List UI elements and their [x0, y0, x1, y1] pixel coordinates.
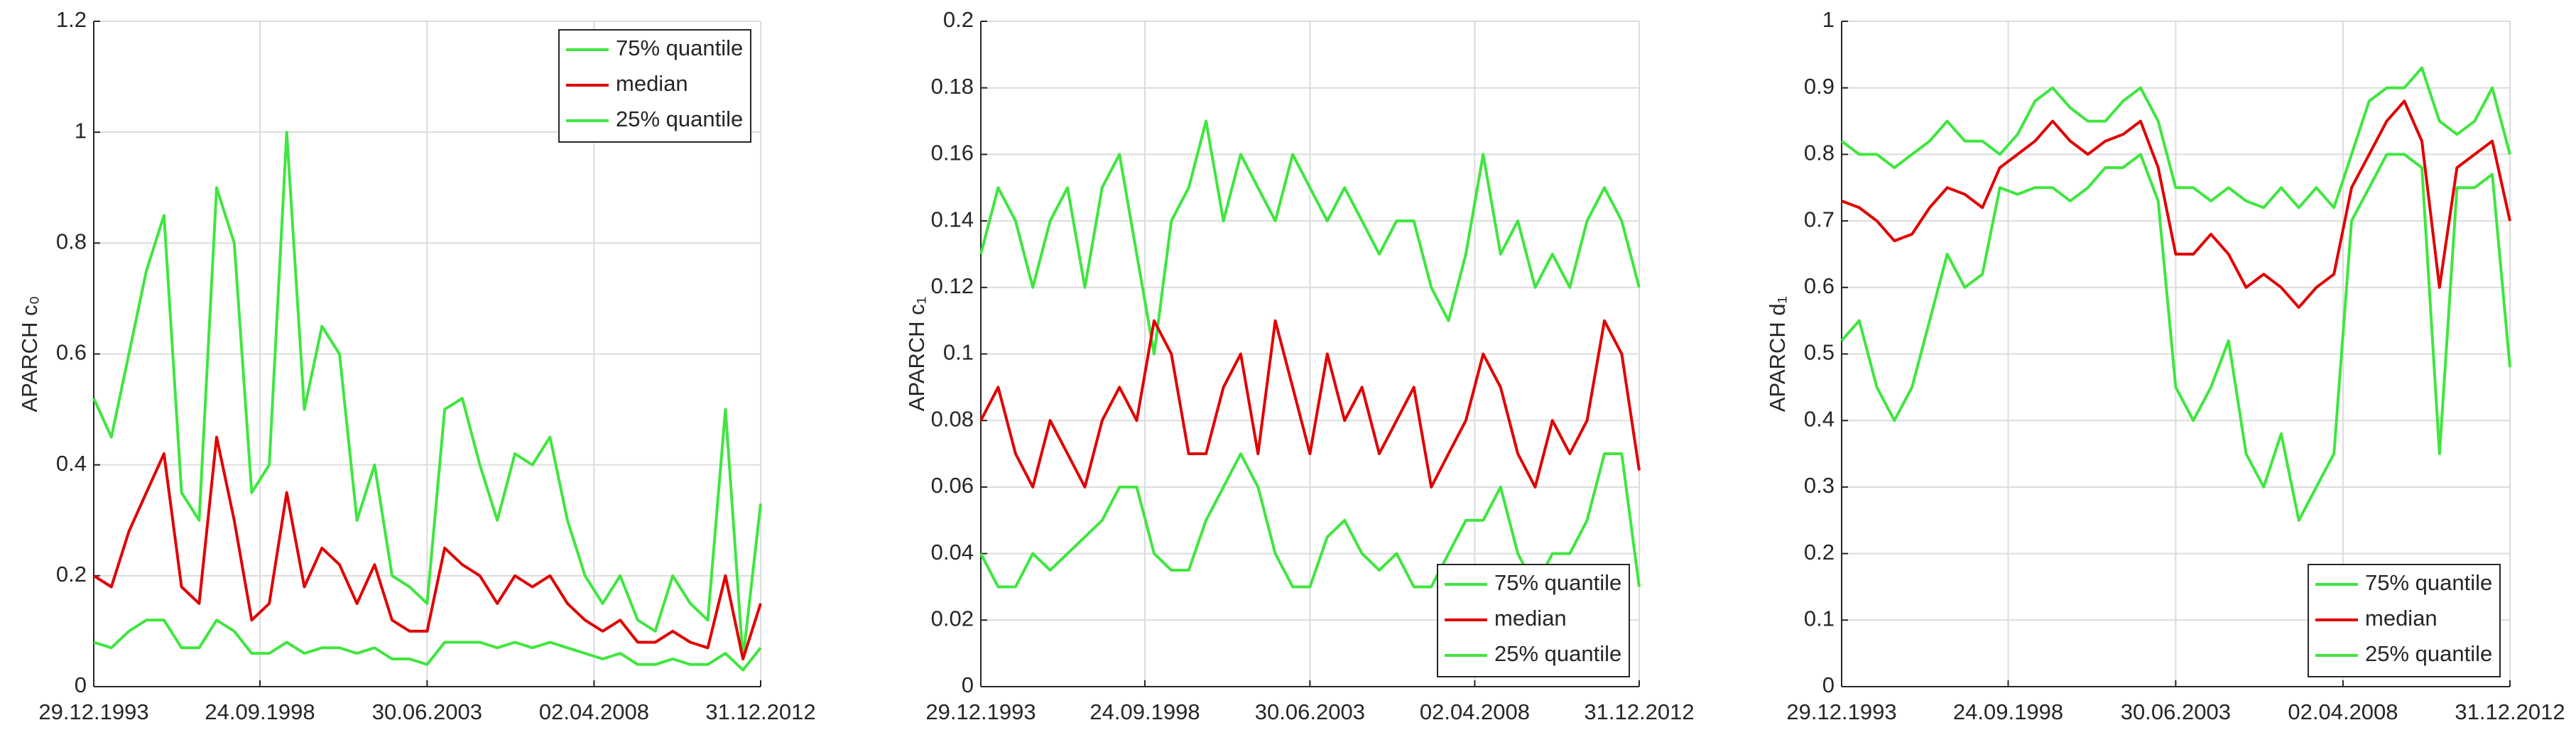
- y-tick-label: 0.1: [1804, 606, 1835, 631]
- y-tick-label: 0.08: [931, 406, 974, 431]
- legend-label: median: [2365, 606, 2438, 631]
- y-tick-label: 0: [75, 672, 87, 697]
- legend-label: 25% quantile: [616, 107, 743, 131]
- y-tick-label: 0.5: [1804, 340, 1835, 365]
- y-tick-label: 1: [1822, 7, 1835, 32]
- legend-label: 25% quantile: [1494, 641, 1621, 666]
- y-tick-label: 0: [962, 672, 974, 697]
- y-tick-label: 0.12: [931, 273, 974, 298]
- y-tick-label: 0.6: [1804, 273, 1835, 298]
- y-tick-label: 0.16: [931, 141, 974, 165]
- x-tick-label: 02.04.2008: [539, 699, 649, 724]
- series-line: [979, 119, 1641, 356]
- x-tick-label: 24.09.1998: [205, 699, 315, 724]
- x-tick-label: 24.09.1998: [1089, 699, 1200, 724]
- y-tick-label: 0.06: [931, 473, 974, 498]
- y-tick-label: 0.4: [56, 451, 87, 476]
- x-tick-label: 30.06.2003: [372, 699, 482, 724]
- y-tick-label: 0.14: [931, 207, 974, 231]
- legend: 75% quantile median 25% quantile: [2308, 564, 2501, 677]
- x-tick-label: 02.04.2008: [1420, 699, 1530, 724]
- x-tick-label: 31.12.2012: [705, 699, 815, 724]
- legend: 75% quantile median 25% quantile: [1437, 564, 1630, 677]
- x-tick-label: 31.12.2012: [2455, 699, 2565, 724]
- series-line: [92, 131, 762, 660]
- series-line: [979, 319, 1641, 489]
- x-tick-label: 30.06.2003: [1255, 699, 1365, 724]
- y-tick-label: 0.1: [943, 340, 974, 365]
- y-axis-label: APARCH c₁: [904, 297, 929, 411]
- x-tick-label: 31.12.2012: [1584, 699, 1694, 724]
- legend: 75% quantile median 25% quantile: [558, 29, 751, 143]
- y-tick-label: 0.7: [1804, 207, 1835, 231]
- series-line: [92, 435, 762, 660]
- y-tick-label: 0.18: [931, 74, 974, 99]
- legend-label: median: [1494, 606, 1567, 631]
- x-tick-label: 29.12.1993: [925, 699, 1036, 724]
- y-tick-label: 0.6: [56, 340, 87, 365]
- legend-label: 75% quantile: [616, 36, 743, 60]
- y-tick-label: 0.9: [1804, 74, 1835, 99]
- series-line: [1840, 153, 2511, 522]
- legend-label: median: [616, 71, 688, 96]
- series-line: [93, 618, 762, 672]
- y-tick-label: 0.04: [931, 540, 974, 565]
- x-tick-label: 02.04.2008: [2288, 699, 2398, 724]
- y-tick-label: 0.3: [1804, 473, 1835, 498]
- y-tick-label: 0.8: [56, 229, 87, 254]
- legend-label: 75% quantile: [2365, 570, 2492, 595]
- series-line: [1840, 66, 2511, 209]
- y-tick-label: 0.02: [931, 606, 974, 631]
- y-axis-label: APARCH d₁: [1765, 296, 1790, 412]
- y-tick-label: 0: [1822, 672, 1835, 697]
- legend-label: 75% quantile: [1494, 570, 1621, 595]
- y-tick-label: 0.2: [943, 7, 974, 32]
- y-tick-label: 1: [75, 118, 87, 143]
- y-axis-label: APARCH c₀: [17, 296, 42, 413]
- x-tick-label: 29.12.1993: [1786, 699, 1896, 724]
- x-tick-label: 29.12.1993: [38, 699, 148, 724]
- y-tick-label: 0.2: [56, 562, 87, 587]
- y-tick-label: 0.8: [1804, 141, 1835, 165]
- series-line: [1841, 99, 2511, 309]
- y-tick-label: 0.2: [1804, 540, 1835, 565]
- y-tick-label: 0.4: [1804, 406, 1835, 431]
- x-tick-label: 24.09.1998: [1953, 699, 2063, 724]
- y-tick-label: 1.2: [56, 7, 87, 32]
- legend-label: 25% quantile: [2365, 641, 2492, 666]
- x-tick-label: 30.06.2003: [2121, 699, 2231, 724]
